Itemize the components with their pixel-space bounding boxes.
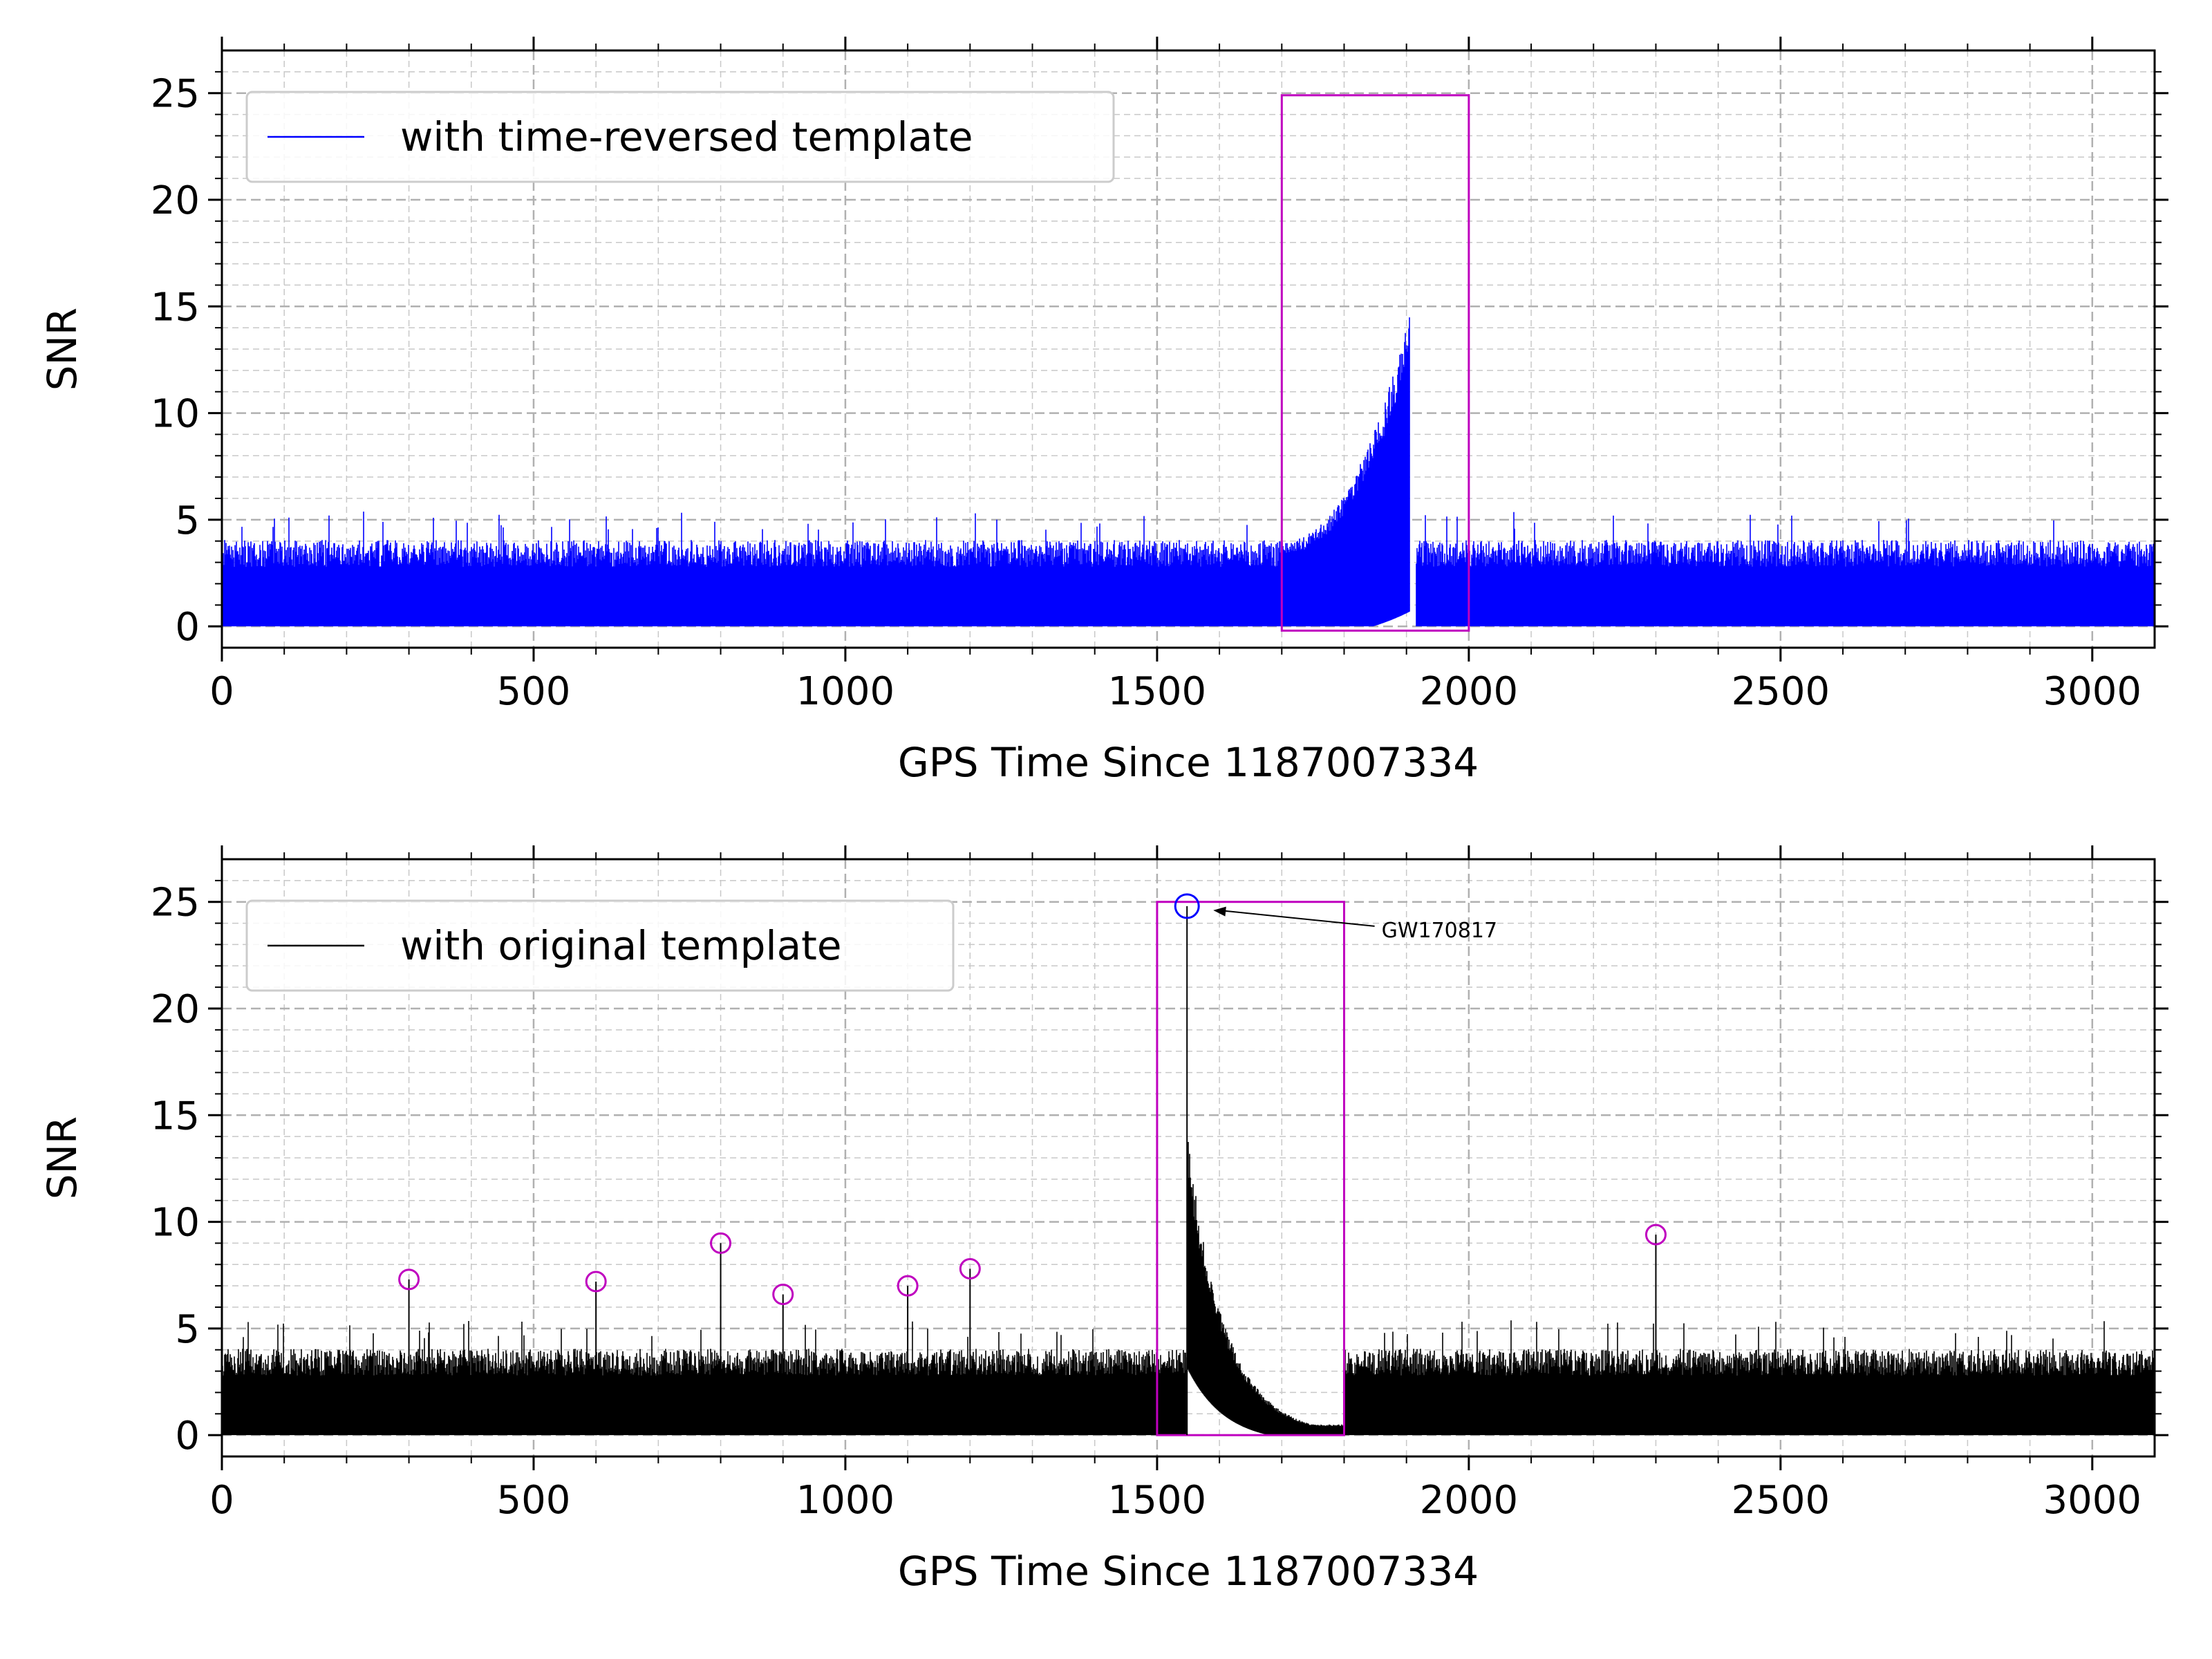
annotation-arrow-line [1219, 909, 1375, 927]
x-tick-label: 2500 [1732, 1478, 1830, 1523]
trigger-marker [959, 1257, 981, 1280]
event-marker [1174, 893, 1200, 919]
legend-box [245, 899, 955, 992]
x-tick-label: 1500 [1108, 1478, 1207, 1523]
y-tick-label: 10 [151, 1201, 200, 1246]
x-tick-label: 500 [497, 1478, 571, 1523]
legend-label: with original template [400, 922, 842, 969]
y-tick-label: 5 [175, 498, 200, 543]
y-axis-label: SNR [39, 308, 86, 391]
chart-panel-1: 0 500 1000 1500 2000 2500 3000 0 5 10 15 20 25 GPS Ti… [39, 37, 2168, 786]
annotation-arrow-head [1213, 906, 1226, 917]
legend: with original template [245, 899, 955, 992]
chart-panel-2: GW170817 0 500 1000 1500 2000 2500 3000 0 5 10 15 20… [39, 845, 2168, 1595]
y-tick-label: 20 [151, 987, 200, 1032]
x-tick-label: 2000 [1420, 669, 1519, 714]
x-tick-label: 1500 [1108, 669, 1207, 714]
trigger-marker [772, 1283, 794, 1305]
trigger-marker [398, 1268, 420, 1291]
window-box [1280, 94, 1470, 632]
legend-box [245, 91, 1115, 183]
x-axis-label: GPS Time Since 1187007334 [898, 1548, 1479, 1595]
y-tick-label: 25 [151, 881, 200, 926]
x-tick-label: 1000 [796, 1478, 895, 1523]
y-tick-label: 0 [175, 1414, 200, 1459]
y-tick-label: 25 [151, 72, 200, 117]
x-tick-label: 1000 [796, 669, 895, 714]
trigger-marker [710, 1232, 732, 1254]
y-tick-label: 5 [175, 1307, 200, 1352]
y-tick-label: 20 [151, 178, 200, 223]
y-tick-label: 10 [151, 392, 200, 437]
window-box [1156, 901, 1345, 1436]
y-tick-label: 0 [175, 605, 200, 650]
data-series-1 [221, 317, 2155, 627]
trigger-marker [585, 1271, 607, 1293]
x-tick-label: 2500 [1732, 669, 1830, 714]
x-tick-label: 500 [497, 669, 571, 714]
trigger-marker [1644, 1224, 1667, 1246]
legend-label: with time-reversed template [400, 113, 973, 160]
x-tick-label: 0 [209, 669, 234, 714]
y-tick-label: 15 [151, 285, 200, 330]
x-tick-label: 2000 [1420, 1478, 1519, 1523]
trigger-marker [897, 1275, 919, 1297]
x-tick-label: 3000 [2043, 669, 2142, 714]
annotation-label: GW170817 [1382, 919, 1497, 943]
legend: with time-reversed template [245, 91, 1115, 183]
y-axis-label: SNR [39, 1116, 86, 1200]
x-tick-label: 0 [209, 1478, 234, 1523]
x-tick-label: 3000 [2043, 1478, 2142, 1523]
x-axis-label: GPS Time Since 1187007334 [898, 739, 1479, 786]
data-series-2 [221, 1142, 2155, 1436]
y-tick-label: 15 [151, 1094, 200, 1138]
